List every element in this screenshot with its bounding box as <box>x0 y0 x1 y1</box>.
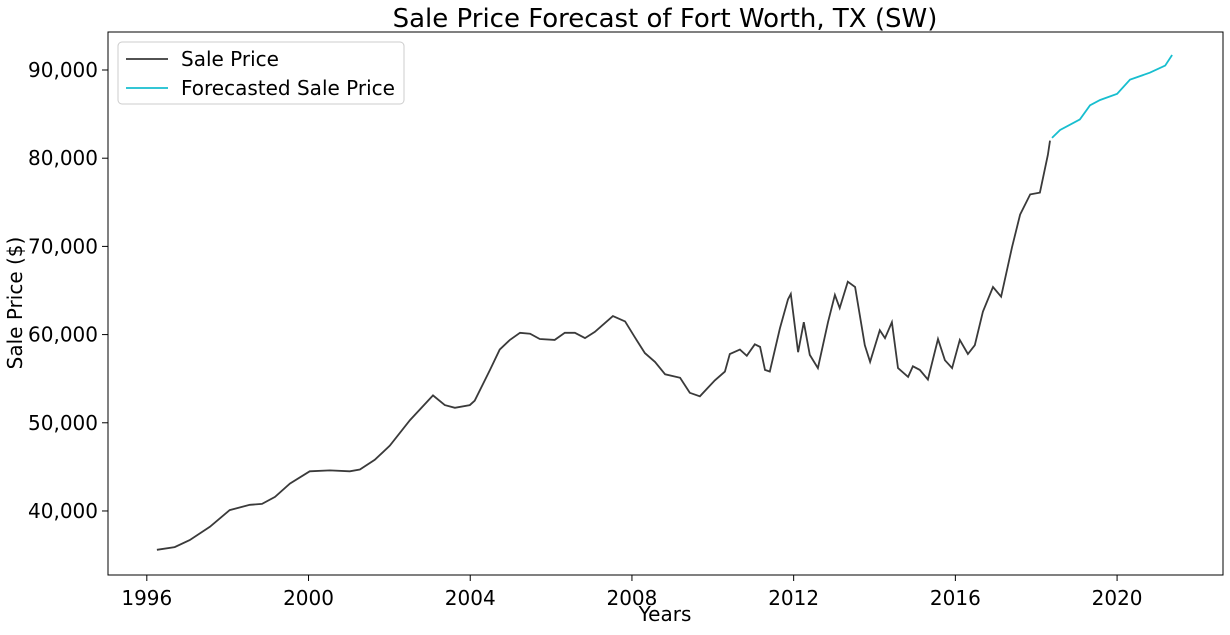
x-tick-label: 2012 <box>768 586 819 610</box>
legend-label: Forecasted Sale Price <box>181 76 395 100</box>
x-tick-label: 1996 <box>121 586 172 610</box>
y-tick-label: 60,000 <box>28 323 98 347</box>
y-tick-label: 40,000 <box>28 499 98 523</box>
x-tick-label: 2016 <box>930 586 981 610</box>
plot-frame <box>107 31 1224 576</box>
x-tick-label: 2020 <box>1092 586 1143 610</box>
series-line <box>1051 54 1173 139</box>
y-tick-label: 80,000 <box>28 146 98 170</box>
legend-label: Sale Price <box>181 47 279 71</box>
chart-title: Sale Price Forecast of Fort Worth, TX (S… <box>393 4 938 34</box>
x-axis-label: Years <box>638 602 692 626</box>
x-tick-label: 2000 <box>283 586 334 610</box>
y-tick-label: 90,000 <box>28 58 98 82</box>
y-axis-label: Sale Price ($) <box>3 237 27 370</box>
x-tick-label: 2008 <box>606 586 657 610</box>
y-tick-label: 70,000 <box>28 234 98 258</box>
x-tick-label: 2004 <box>445 586 496 610</box>
y-tick-label: 50,000 <box>28 411 98 435</box>
series-line <box>156 140 1051 551</box>
legend-box <box>117 41 405 105</box>
